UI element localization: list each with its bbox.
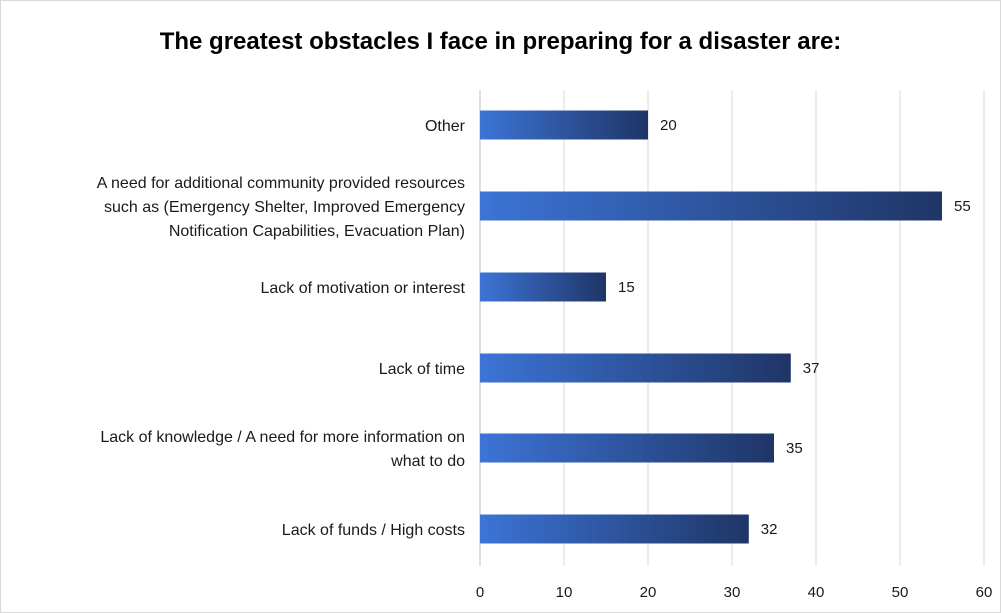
chart-title: The greatest obstacles I face in prepari…	[159, 28, 842, 55]
x-tick-label: 20	[640, 584, 657, 601]
bar	[480, 110, 648, 140]
data-label: 55	[954, 198, 971, 215]
x-tick-label: 60	[976, 584, 993, 601]
x-tick-label: 10	[556, 584, 573, 601]
category-label-line: Lack of funds / High costs	[282, 522, 465, 539]
data-label: 32	[761, 521, 778, 538]
category-label: Other	[425, 118, 466, 135]
data-label: 35	[786, 440, 803, 457]
category-label-line: such as (Emergency Shelter, Improved Eme…	[104, 199, 465, 216]
bar	[480, 191, 942, 221]
category-label: A need for additional community provided…	[97, 175, 465, 240]
bar	[480, 353, 791, 383]
category-label-line: Lack of motivation or interest	[260, 280, 465, 297]
x-tick-label: 30	[724, 584, 741, 601]
x-tick-label: 0	[476, 584, 484, 601]
x-tick-label: 50	[892, 584, 909, 601]
bars	[480, 110, 942, 544]
gridlines	[479, 90, 985, 566]
category-label-line: Lack of knowledge / A need for more info…	[100, 429, 465, 446]
data-label: 20	[660, 117, 677, 134]
bar	[480, 433, 774, 463]
x-tick-label: 40	[808, 584, 825, 601]
category-label: Lack of knowledge / A need for more info…	[100, 429, 465, 470]
category-label-line: A need for additional community provided…	[97, 175, 465, 192]
category-label: Lack of time	[379, 361, 465, 378]
category-label-line: Other	[425, 118, 466, 135]
category-label-line: Lack of time	[379, 361, 465, 378]
data-label: 15	[618, 279, 635, 296]
category-label: Lack of motivation or interest	[260, 280, 465, 297]
bar	[480, 272, 606, 302]
data-label: 37	[803, 360, 820, 377]
bar	[480, 514, 749, 544]
category-label-line: what to do	[390, 453, 465, 470]
category-label: Lack of funds / High costs	[282, 522, 465, 539]
category-label-line: Notification Capabilities, Evacuation Pl…	[169, 223, 465, 240]
labels: 0 10 20 30 40 50 60 20 Other 55 A need for additio…	[97, 117, 993, 601]
